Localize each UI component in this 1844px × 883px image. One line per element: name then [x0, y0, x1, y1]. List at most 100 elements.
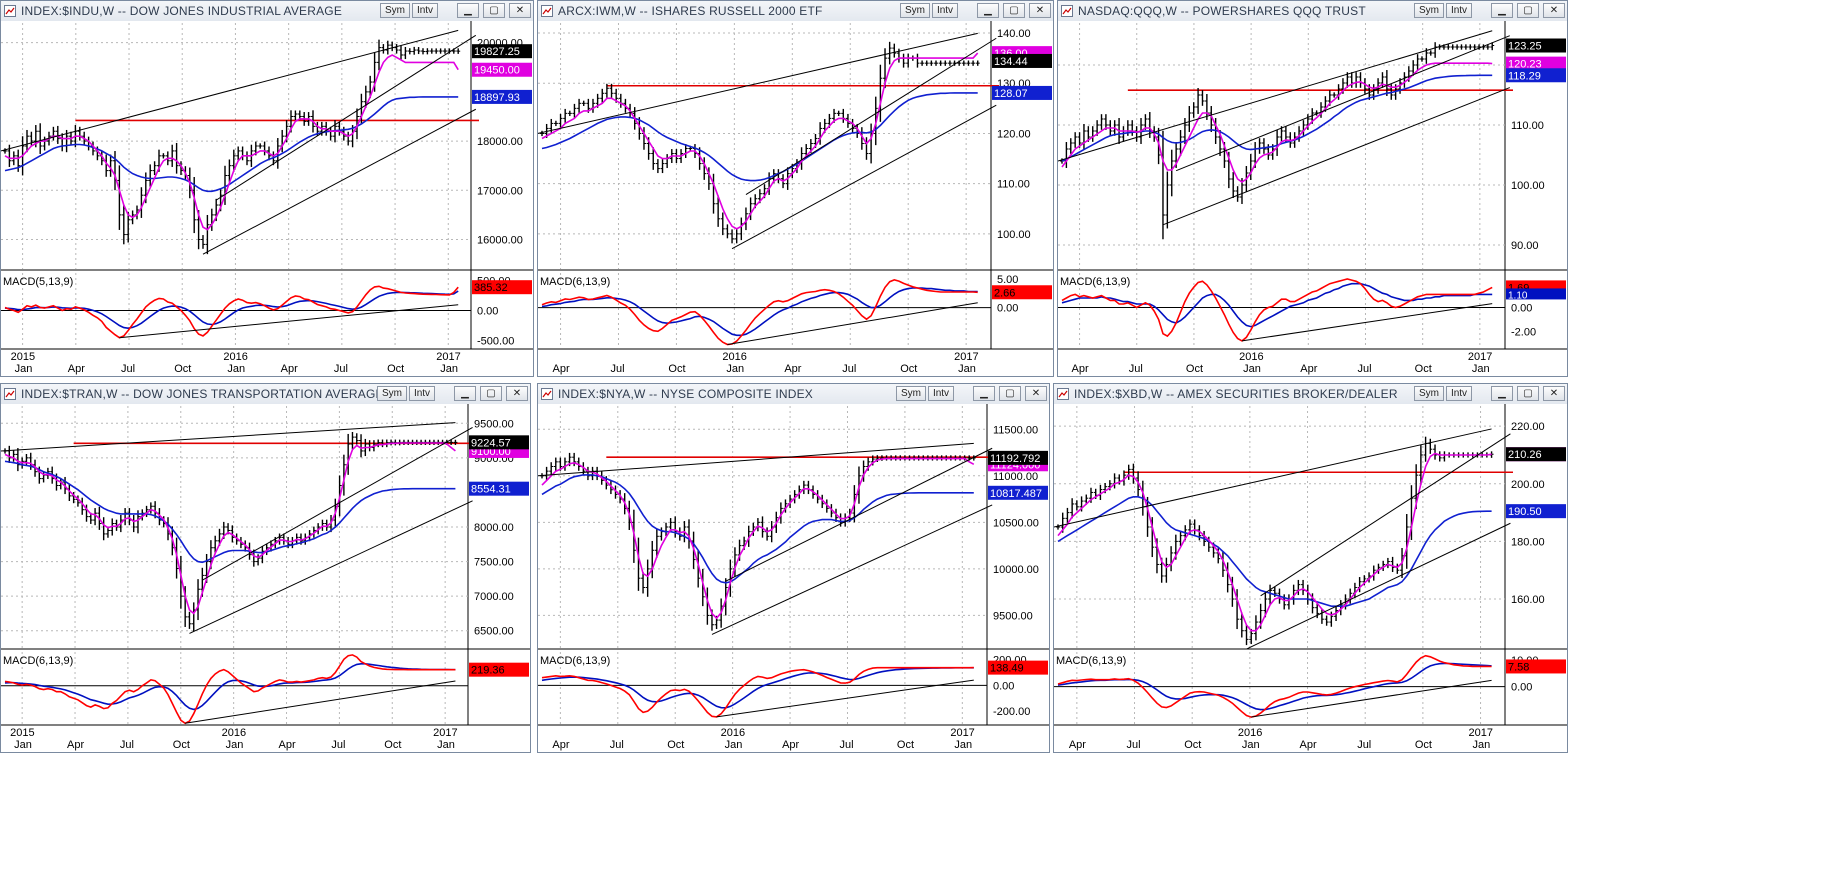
close-button[interactable]: ✕	[1543, 386, 1565, 401]
trend-lines	[1, 422, 473, 634]
intv-button[interactable]: Intv	[928, 386, 954, 401]
macd-value-label: 219.36	[469, 662, 529, 677]
chart-canvas[interactable]: 140.00130.00120.00110.00100.00136.00128.…	[538, 21, 1053, 376]
chart-window-3[interactable]: NASDAQ:QQQ,W -- POWERSHARES QQQ TRUST Sym…	[1057, 0, 1568, 377]
restore-button[interactable]: ▢	[999, 386, 1021, 401]
price-bar	[399, 45, 403, 60]
chart-canvas[interactable]: 9500.009000.008000.007500.007000.006500.…	[1, 404, 530, 752]
price-bar	[645, 559, 650, 597]
intv-button[interactable]: Intv	[932, 3, 958, 18]
price-bar	[720, 212, 725, 236]
price-bar	[93, 508, 98, 526]
close-button[interactable]: ✕	[1543, 3, 1565, 18]
price-bar	[1428, 50, 1433, 56]
minimize-button[interactable]: ▁	[457, 3, 479, 18]
close-button[interactable]: ✕	[509, 3, 531, 18]
window-titlebar[interactable]: INDEX:$XBD,W -- AMEX SECURITIES BROKER/D…	[1054, 384, 1567, 405]
y-tick-label: 11000.00	[993, 471, 1038, 483]
minimize-button[interactable]: ▁	[1491, 386, 1513, 401]
x-month-label: Jan	[437, 739, 455, 751]
price-bar	[148, 164, 153, 187]
chart-window-6[interactable]: INDEX:$XBD,W -- AMEX SECURITIES BROKER/D…	[1053, 383, 1568, 753]
svg-text:19450.00: 19450.00	[474, 65, 520, 77]
restore-button[interactable]: ▢	[483, 3, 505, 18]
price-bar	[1415, 54, 1420, 70]
macd-signal-line	[4, 663, 456, 711]
x-month-label: Apr	[1072, 363, 1089, 375]
close-button[interactable]: ✕	[506, 386, 528, 401]
x-month-label: Jan	[958, 363, 976, 375]
minimize-icon: ▁	[984, 5, 992, 16]
price-bar	[258, 143, 263, 149]
x-month-label: Oct	[1415, 363, 1432, 375]
chart-canvas[interactable]: 220.00200.00180.00160.00210.26190.50210.…	[1054, 404, 1567, 752]
intv-button-label: Intv	[936, 5, 954, 16]
close-icon: ✕	[1031, 388, 1041, 399]
value-label-last: 9224.57	[469, 435, 529, 450]
sym-button[interactable]: Sym	[377, 386, 407, 401]
value-label-last: 123.25	[1506, 38, 1566, 53]
minimize-button[interactable]: ▁	[454, 386, 476, 401]
macd-trend-line	[727, 302, 978, 346]
x-month-label: Oct	[668, 363, 685, 375]
window-titlebar[interactable]: INDEX:$TRAN,W -- DOW JONES TRANSPORTATIO…	[1, 384, 530, 405]
sym-button-label: Sym	[382, 388, 402, 399]
price-bar	[1235, 186, 1240, 202]
restore-button[interactable]: ▢	[1003, 3, 1025, 18]
price-bar	[1231, 172, 1236, 198]
minimize-button[interactable]: ▁	[1491, 3, 1513, 18]
restore-button[interactable]: ▢	[480, 386, 502, 401]
intv-button[interactable]: Intv	[1446, 3, 1472, 18]
intv-button[interactable]: Intv	[1446, 386, 1472, 401]
chart-canvas[interactable]: 11500.00 11000.00 10500.00 10000.00 9500.00 1…	[538, 404, 1049, 752]
intv-button[interactable]: Intv	[409, 386, 435, 401]
price-bar	[38, 123, 43, 154]
sym-button[interactable]: Sym	[1414, 3, 1444, 18]
price-bar	[1384, 70, 1389, 96]
chart-window-1[interactable]: INDEX:$INDU,W -- DOW JONES INDUSTRIAL AV…	[0, 0, 534, 377]
chart-canvas[interactable]: 20000.0018000.0017000.0016000.0019450.00…	[1, 21, 533, 376]
window-titlebar[interactable]: NASDAQ:QQQ,W -- POWERSHARES QQQ TRUST Sym…	[1058, 1, 1567, 22]
y-tick-label: 110.00	[1511, 120, 1544, 132]
sym-button[interactable]: Sym	[380, 3, 410, 18]
chart-window-2[interactable]: ARCX:IWM,W -- ISHARES RUSSELL 2000 ETF Sy…	[537, 0, 1054, 377]
trend-line-long	[1054, 428, 1492, 528]
price-bar	[730, 229, 735, 244]
price-bar	[1099, 114, 1104, 130]
sym-button[interactable]: Sym	[900, 3, 930, 18]
sym-button[interactable]: Sym	[1414, 386, 1444, 401]
sym-button[interactable]: Sym	[896, 386, 926, 401]
x-month-label: Oct	[173, 739, 190, 751]
restore-button[interactable]: ▢	[1517, 3, 1539, 18]
chart-canvas[interactable]: 120.00110.00100.0090.00120.23118.29123.2…	[1058, 21, 1567, 376]
price-bar	[170, 144, 175, 167]
minimize-icon: ▁	[1498, 388, 1506, 399]
price-bar	[567, 110, 572, 117]
window-titlebar[interactable]: INDEX:$NYA,W -- NYSE COMPOSITE INDEX Sym I…	[538, 384, 1049, 405]
intv-button[interactable]: Intv	[412, 3, 438, 18]
price-bar	[920, 60, 925, 66]
price-bar	[236, 146, 241, 161]
restore-button[interactable]: ▢	[1517, 386, 1539, 401]
restore-icon: ▢	[489, 5, 499, 16]
minimize-button[interactable]: ▁	[973, 386, 995, 401]
macd-tick-label: 0.00	[993, 680, 1014, 692]
window-titlebar[interactable]: INDEX:$INDU,W -- DOW JONES INDUSTRIAL AV…	[1, 1, 533, 22]
window-titlebar[interactable]: ARCX:IWM,W -- ISHARES RUSSELL 2000 ETF Sy…	[538, 1, 1053, 22]
price-bar	[971, 60, 976, 66]
value-label-last: 210.26	[1506, 447, 1566, 462]
price-bar	[1165, 171, 1170, 229]
x-month-label: Jul	[120, 739, 134, 751]
value-label-last: 11192.792	[988, 450, 1048, 465]
x-month-label: Jan	[1243, 363, 1261, 375]
y-tick-label: 7500.00	[474, 557, 514, 569]
price-bar	[934, 60, 939, 66]
chart-window-4[interactable]: INDEX:$TRAN,W -- DOW JONES TRANSPORTATIO…	[0, 383, 531, 753]
price-bar	[1490, 42, 1495, 51]
chart-background	[1, 21, 533, 376]
close-button[interactable]: ✕	[1029, 3, 1051, 18]
chart-window-5[interactable]: INDEX:$NYA,W -- NYSE COMPOSITE INDEX Sym I…	[537, 383, 1050, 753]
y-tick-label: 100.00	[1511, 180, 1545, 192]
close-button[interactable]: ✕	[1025, 386, 1047, 401]
minimize-button[interactable]: ▁	[977, 3, 999, 18]
